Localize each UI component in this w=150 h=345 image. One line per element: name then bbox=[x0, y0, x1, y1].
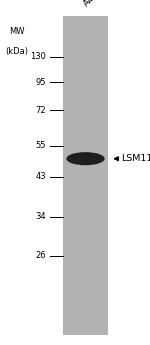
Bar bbox=[63, 16, 108, 335]
Text: 26: 26 bbox=[35, 252, 46, 260]
Text: 130: 130 bbox=[30, 52, 46, 61]
Text: 43: 43 bbox=[35, 172, 46, 181]
Ellipse shape bbox=[66, 152, 105, 165]
Text: (kDa): (kDa) bbox=[6, 47, 29, 56]
Text: 55: 55 bbox=[35, 141, 46, 150]
Text: 34: 34 bbox=[35, 212, 46, 221]
Text: LSM11: LSM11 bbox=[122, 154, 150, 163]
Text: 72: 72 bbox=[35, 106, 46, 115]
Text: 95: 95 bbox=[35, 78, 46, 87]
Text: MW: MW bbox=[9, 27, 25, 36]
Text: A431: A431 bbox=[82, 0, 105, 9]
